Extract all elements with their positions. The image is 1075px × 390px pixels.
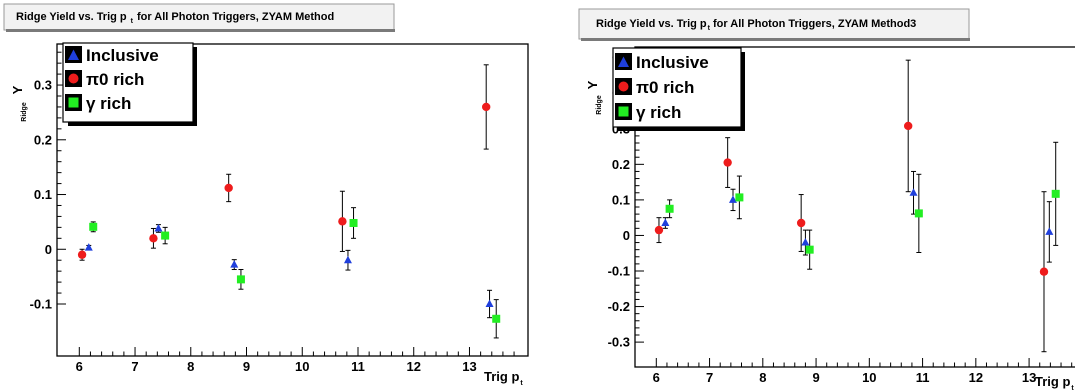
- gamma-rich-point: [161, 231, 170, 240]
- legend-label-gamma: γ rich: [636, 103, 681, 122]
- x-tick-label: 10: [295, 359, 309, 374]
- y-axis-label-sub: Ridge: [21, 102, 28, 122]
- data-points: [654, 59, 1060, 353]
- gamma-rich-point: [914, 209, 923, 218]
- title-box-shadow: [6, 29, 395, 32]
- y-tick-label: 0.1: [34, 187, 52, 202]
- y-tick-label: 0: [623, 228, 630, 243]
- pi0-rich-point: [654, 225, 664, 235]
- pi0-rich-point: [903, 121, 913, 131]
- plot-frame: [56, 43, 529, 357]
- inclusive-point: [728, 195, 737, 203]
- legend-label-gamma: γ rich: [86, 94, 131, 113]
- y-axis-label-main: Y: [10, 85, 25, 94]
- data-points: [77, 64, 501, 339]
- legend: Inclusive π0 rich γ rich: [612, 47, 745, 131]
- chart-panel-right: Ridge Yield vs. Trig pt for All Photon Tr…: [575, 0, 1075, 390]
- x-tick-label: 8: [187, 359, 194, 374]
- legend-label-inclusive: Inclusive: [636, 53, 709, 72]
- pi0-rich-point: [77, 250, 87, 259]
- y-tick-label: 0: [45, 242, 52, 257]
- legend-marker-pi0: [68, 73, 79, 84]
- pi0-rich-point: [796, 218, 806, 228]
- pi0-rich-point: [149, 234, 158, 243]
- gamma-rich-point: [492, 314, 501, 323]
- title-box: [3, 3, 395, 31]
- legend-shadow-bottom: [618, 127, 744, 131]
- gamma-rich-point: [89, 222, 98, 231]
- x-tick-label: 6: [653, 370, 660, 385]
- y-axis-label-main: Y: [585, 80, 600, 89]
- pi0-rich-point: [224, 183, 233, 193]
- legend-box: [612, 47, 742, 128]
- legend-label-pi0: π0 rich: [636, 78, 694, 97]
- x-tick-label: 9: [243, 359, 250, 374]
- legend-marker-gamma: [68, 97, 79, 108]
- inclusive-point: [485, 299, 494, 307]
- gamma-rich-point: [236, 275, 245, 284]
- inclusive-point: [343, 255, 352, 264]
- x-axis-label: Trig pt: [1035, 374, 1074, 390]
- gamma-rich-point: [665, 204, 674, 213]
- inclusive-point: [230, 260, 239, 268]
- y-axis-label: Y Ridge: [10, 85, 28, 121]
- gamma-rich-point: [805, 245, 814, 254]
- ridge-yield-chart-zyam: Ridge Yield vs. Trig p t for All Photon Tr…: [3, 3, 529, 387]
- gamma-rich-point: [735, 193, 744, 202]
- legend-label-pi0: π0 rich: [86, 70, 144, 89]
- legend-marker-inclusive: [68, 49, 79, 60]
- x-tick-label: 11: [916, 370, 930, 385]
- x-tick-label: 13: [462, 359, 476, 374]
- y-tick-label: 0.1: [612, 192, 630, 207]
- inclusive-point: [909, 188, 918, 196]
- inclusive-point: [1045, 227, 1054, 235]
- x-tick-label: 7: [131, 359, 138, 374]
- legend-shadow-bottom: [68, 122, 195, 126]
- x-tick-label: 12: [969, 370, 983, 385]
- inclusive-point: [84, 243, 93, 251]
- y-tick-label: 0.3: [34, 78, 52, 93]
- axis-ticks: 6 7 8 9 10 11 12 13 -0.1 0 0.1 0.2 0.3: [30, 51, 515, 374]
- pi0-rich-point: [481, 102, 491, 112]
- y-tick-label: -0.1: [30, 297, 52, 312]
- y-axis-label: Y Ridge: [585, 80, 603, 114]
- gamma-rich-point: [349, 218, 358, 227]
- x-tick-label: 10: [862, 370, 876, 385]
- inclusive-point: [661, 218, 670, 226]
- x-tick-label: 9: [812, 370, 819, 385]
- legend-marker-gamma: [618, 106, 629, 117]
- pi0-rich-point: [1039, 267, 1049, 276]
- pi0-rich-point: [723, 158, 732, 167]
- y-tick-label: 0.2: [34, 132, 52, 147]
- gamma-rich-point: [1051, 189, 1060, 198]
- legend-shadow-right: [741, 52, 745, 131]
- y-tick-label: -0.2: [608, 299, 630, 314]
- legend-marker-pi0: [618, 81, 629, 92]
- y-tick-label: -0.1: [608, 264, 630, 279]
- ridge-yield-chart-zyam3: Ridge Yield vs. Trig pt for All Photon Tr…: [578, 8, 1075, 390]
- y-tick-label: -0.3: [608, 335, 630, 350]
- x-axis-label: Trig pt: [484, 369, 523, 387]
- x-tick-label: 12: [406, 359, 420, 374]
- inclusive-point: [801, 238, 810, 246]
- legend-shadow-right: [193, 47, 197, 126]
- legend-box: [62, 42, 194, 123]
- x-tick-label: 8: [759, 370, 766, 385]
- x-tick-label: 7: [706, 370, 713, 385]
- legend-label-inclusive: Inclusive: [86, 46, 159, 65]
- title-box-shadow: [581, 38, 970, 41]
- legend: Inclusive π0 rich γ rich: [62, 42, 197, 126]
- x-tick-label: 6: [76, 359, 83, 374]
- chart-panel-left: Ridge Yield vs. Trig p t for All Photon Tr…: [0, 0, 537, 390]
- pi0-rich-point: [338, 217, 347, 226]
- legend-marker-inclusive: [618, 56, 629, 67]
- y-tick-label: 0.2: [612, 157, 630, 172]
- x-tick-label: 11: [351, 359, 365, 374]
- inclusive-point: [154, 223, 163, 232]
- x-tick-label: 13: [1022, 370, 1036, 385]
- title-box: [578, 8, 970, 40]
- y-axis-label-sub: Ridge: [596, 95, 603, 115]
